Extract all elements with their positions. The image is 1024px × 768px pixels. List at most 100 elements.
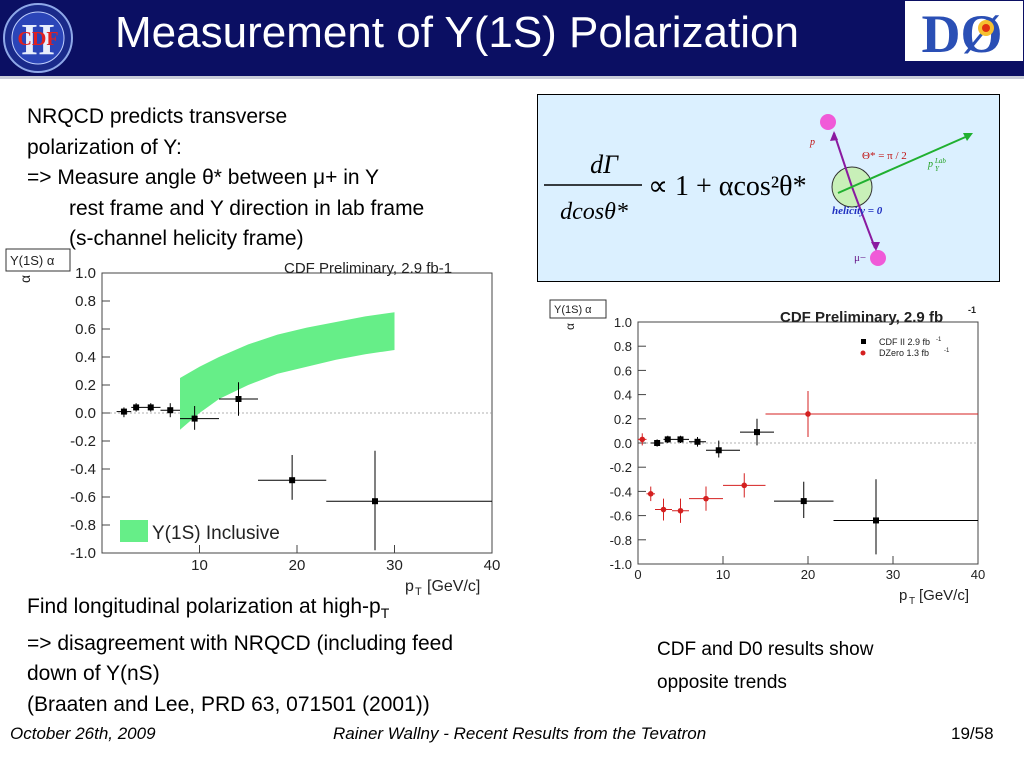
legend-swatch — [120, 520, 148, 542]
legend-label-d0: DZero 1.3 fb — [879, 348, 929, 358]
y-axis-label-box: Y(1S) α — [554, 304, 592, 316]
x-tick-label: 20 — [801, 567, 815, 582]
intro-text: NRQCD predicts transverse polarization o… — [27, 102, 424, 255]
data-point — [754, 429, 760, 436]
data-point — [660, 506, 667, 513]
conclusion-line: => disagreement with NRQCD (including fe… — [27, 631, 454, 655]
y-tick-label: 1.0 — [614, 315, 632, 330]
footer-author: Rainer Wallny - Recent Results from the … — [333, 724, 707, 743]
legend-label-cdf: CDF II 2.9 fb — [879, 337, 930, 347]
comparison-note-line: opposite trends — [657, 672, 787, 693]
cdf-logo-numeral: II — [21, 15, 55, 64]
conclusion-line: down of Y(nS) — [27, 662, 160, 686]
data-point — [167, 407, 174, 414]
mu-plus-marker — [820, 114, 836, 130]
data-point — [191, 415, 198, 422]
y-tick-label: 0.8 — [75, 293, 96, 310]
y-tick-label: 0.0 — [614, 436, 632, 451]
x-tick-label: 0 — [634, 567, 641, 582]
y-tick-label: 0.6 — [75, 321, 96, 338]
y-tick-label: -0.8 — [610, 533, 632, 548]
y-tick-label: 0.2 — [614, 412, 632, 427]
conclusion-line: (Braaten and Lee, PRD 63, 071501 (2001)) — [27, 692, 430, 716]
x-tick-label: 40 — [971, 567, 985, 582]
data-point — [873, 517, 879, 524]
x-axis-unit: [GeV/c] — [427, 578, 480, 595]
slide-title: Measurement of Y(1S) Polarization — [115, 8, 799, 57]
data-point — [372, 498, 378, 505]
plab-sub: Y — [935, 165, 940, 173]
conclusion-text: Find longitudinal polarization at high-p… — [27, 592, 453, 720]
data-point — [741, 482, 748, 489]
x-tick-label: 40 — [484, 557, 501, 574]
y-tick-label: -0.4 — [70, 461, 96, 478]
legend-label-cdf-sup: -1 — [936, 337, 942, 343]
header-divider — [0, 76, 1024, 79]
mu-minus-label: μ− — [854, 252, 866, 264]
data-point — [647, 491, 654, 497]
formula-rhs: ∝ 1 + αcos²θ* — [648, 171, 807, 202]
conclusion-line-sub: T — [380, 605, 390, 622]
y-tick-label: 0.4 — [614, 388, 632, 403]
slide-header — [0, 0, 1024, 76]
nrqcd-prediction-band — [180, 312, 395, 430]
y-tick-label: -0.8 — [70, 517, 96, 534]
data-point — [289, 477, 296, 484]
y-tick-label: 0.4 — [75, 349, 96, 366]
data-point — [715, 447, 722, 454]
intro-line: rest frame and Y direction in lab frame — [69, 196, 425, 220]
y-tick-label: -0.2 — [70, 433, 96, 450]
data-point — [677, 507, 684, 514]
intro-line: polarization of Y: — [27, 135, 182, 159]
comparison-note-line: CDF and D0 results show — [657, 639, 874, 660]
pmu-label: p — [809, 137, 815, 148]
y-tick-label: 0.6 — [614, 363, 632, 378]
x-axis-label: p — [899, 587, 907, 604]
y-axis-label-box: Y(1S) α — [10, 253, 55, 268]
theta-label: Θ* = π / 2 — [862, 150, 907, 162]
legend-marker-cdf — [861, 339, 866, 344]
conclusion-line: Find longitudinal polarization at high-p… — [27, 592, 453, 629]
formula-denominator: dcosθ* — [560, 199, 628, 225]
x-axis-label-sub: T — [415, 586, 422, 598]
d0-logo: DØ — [903, 0, 1024, 64]
plot-frame — [101, 272, 493, 554]
x-axis-label-sub: T — [909, 596, 915, 606]
y-tick-label: -0.4 — [610, 484, 632, 499]
plab-label: p — [927, 159, 933, 170]
y-tick-label: 0.0 — [75, 405, 96, 422]
data-point — [677, 436, 684, 443]
plab-sup: Lab — [934, 157, 946, 165]
data-point — [639, 436, 646, 443]
comparison-note: CDF and D0 results show opposite trends — [657, 633, 873, 699]
intro-line: (s-channel helicity frame) — [69, 227, 304, 250]
mu-minus-marker — [870, 250, 886, 266]
cdf-alpha-plot: 1.0 0.8 0.6 0.4 0.2 0.0 -0.2 -0.4 -0.6 -0.8 -1.0 10… — [5, 248, 501, 598]
y-tick-label: -0.6 — [70, 489, 96, 506]
y-tick-label: -0.6 — [610, 509, 632, 524]
data-point — [654, 440, 661, 446]
chart-title: CDF Preliminary, 2.9 fb-1 — [284, 260, 452, 277]
data-point — [133, 404, 140, 411]
x-tick-label: 10 — [191, 557, 208, 574]
x-tick-label: 30 — [386, 557, 403, 574]
formula-numerator: dΓ — [590, 150, 619, 179]
x-tick-label: 20 — [289, 557, 306, 574]
chart-title-sup: -1 — [968, 305, 976, 315]
data-point — [147, 404, 154, 411]
y-tick-label: -0.2 — [610, 460, 632, 475]
x-axis-unit: [GeV/c] — [919, 587, 969, 604]
data-point — [800, 498, 807, 505]
chart-title: CDF Preliminary, 2.9 fb — [780, 309, 943, 326]
y-tick-label: 1.0 — [75, 265, 96, 282]
cdf-logo-text: CDF — [17, 28, 58, 50]
intro-line: => Measure angle θ* between μ+ in Y — [27, 166, 380, 189]
data-point — [664, 436, 671, 443]
mu-minus-arrow — [851, 186, 876, 249]
data-point — [120, 408, 127, 415]
conclusion-line-main: Find longitudinal polarization at high-p — [27, 595, 381, 618]
cdf-logo: II CDF — [3, 3, 73, 73]
data-point — [694, 438, 701, 445]
legend-label: Y(1S) Inclusive — [152, 523, 280, 544]
y-tick-label: -1.0 — [610, 557, 632, 572]
